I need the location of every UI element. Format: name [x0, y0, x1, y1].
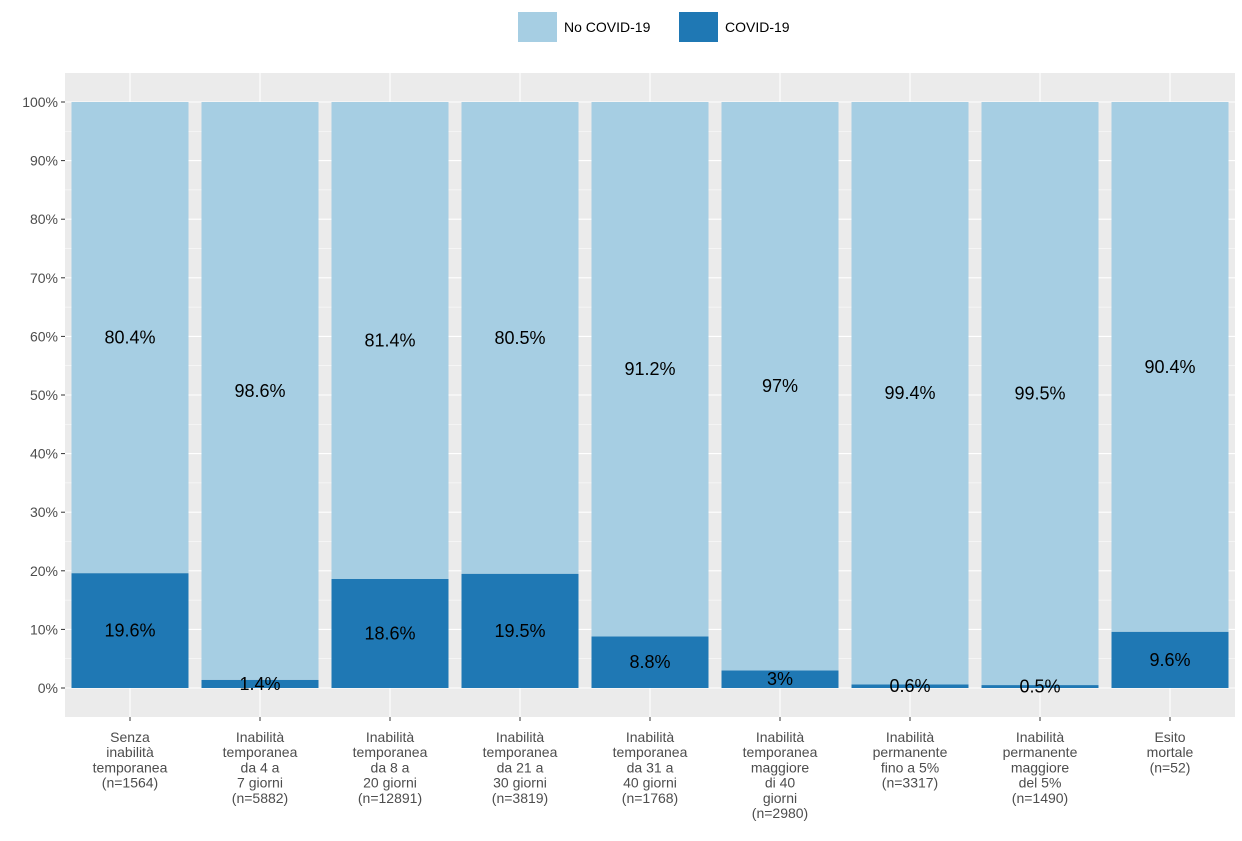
y-tick-label: 10%: [30, 621, 58, 637]
data-label: 99.5%: [1014, 384, 1065, 404]
data-label: 18.6%: [364, 624, 415, 644]
data-label: 3%: [767, 669, 793, 689]
bar-covid: [71, 573, 189, 688]
legend-swatch: [518, 12, 557, 42]
data-label: 99.4%: [884, 383, 935, 403]
bar-covid: [721, 670, 839, 688]
y-tick-label: 80%: [30, 211, 58, 227]
x-tick-label: Senza inabilità temporanea (n=1564): [93, 729, 168, 791]
y-tick-label: 30%: [30, 504, 58, 520]
x-axis: Senza inabilità temporanea (n=1564) Inabilit…: [93, 717, 1194, 821]
data-label: 8.8%: [629, 652, 670, 672]
data-label: 91.2%: [624, 359, 675, 379]
y-tick-label: 0%: [38, 680, 58, 696]
data-label: 19.6%: [104, 621, 155, 641]
data-label: 97%: [762, 376, 798, 396]
y-tick-label: 40%: [30, 446, 58, 462]
data-label: 9.6%: [1149, 650, 1190, 670]
bar-covid: [591, 636, 709, 688]
x-tick-label: Inabilità permanente maggiore del 5% (n=1490…: [1003, 729, 1078, 806]
x-tick-label: Inabilità temporanea da 8 a 20 giorni (n=128…: [353, 729, 428, 806]
bar-covid: [201, 679, 319, 688]
data-label: 90.4%: [1144, 357, 1195, 377]
y-tick-label: 50%: [30, 387, 58, 403]
y-tick-label: 20%: [30, 563, 58, 579]
legend-label: COVID-19: [725, 19, 790, 35]
x-tick-label: Inabilità permanente fino a 5% (n=3317): [873, 729, 948, 791]
bar-covid: [1111, 631, 1229, 688]
x-tick-label: Inabilità temporanea maggiore di 40 giorni (n…: [743, 729, 818, 821]
y-axis: 0% 10% 20% 30% 40% 50% 60% 70% 80% 90% 100%: [22, 94, 65, 696]
bar-no-covid: [591, 102, 709, 637]
legend: No COVID-19 COVID-19: [518, 12, 790, 42]
bar-no-covid: [461, 102, 579, 574]
data-label: 98.6%: [234, 381, 285, 401]
x-tick-label: Esito mortale (n=52): [1147, 729, 1194, 775]
bar-no-covid: [1111, 102, 1229, 632]
bar-no-covid: [331, 102, 449, 580]
x-tick-label: Inabilità temporanea da 31 a 40 giorni (n=17…: [613, 729, 688, 806]
y-tick-label: 100%: [22, 94, 58, 110]
bar-no-covid: [981, 102, 1099, 686]
bar-covid: [981, 685, 1099, 688]
legend-swatch: [679, 12, 718, 42]
bar-no-covid: [851, 102, 969, 685]
data-label: 19.5%: [494, 621, 545, 641]
data-label: 81.4%: [364, 331, 415, 351]
legend-label: No COVID-19: [564, 19, 651, 35]
bar-no-covid: [201, 102, 319, 680]
x-tick-label: Inabilità temporanea da 21 a 30 giorni (n=38…: [483, 729, 558, 806]
y-tick-label: 90%: [30, 153, 58, 169]
bar-no-covid: [71, 102, 189, 574]
data-label: 0.5%: [1019, 677, 1060, 697]
data-label: 1.4%: [239, 674, 280, 694]
data-label: 80.4%: [104, 328, 155, 348]
data-label: 80.5%: [494, 328, 545, 348]
data-label: 0.6%: [889, 676, 930, 696]
data-labels: 19.6% 80.4% 1.4% 98.6% 18.6% 81.4% 19.5% 80.5% 8…: [104, 328, 1195, 697]
y-tick-label: 60%: [30, 328, 58, 344]
bars: [71, 102, 1229, 688]
y-tick-label: 70%: [30, 270, 58, 286]
bar-covid: [331, 579, 449, 688]
bar-covid: [851, 684, 969, 688]
bar-no-covid: [721, 102, 839, 671]
bar-covid: [461, 573, 579, 688]
